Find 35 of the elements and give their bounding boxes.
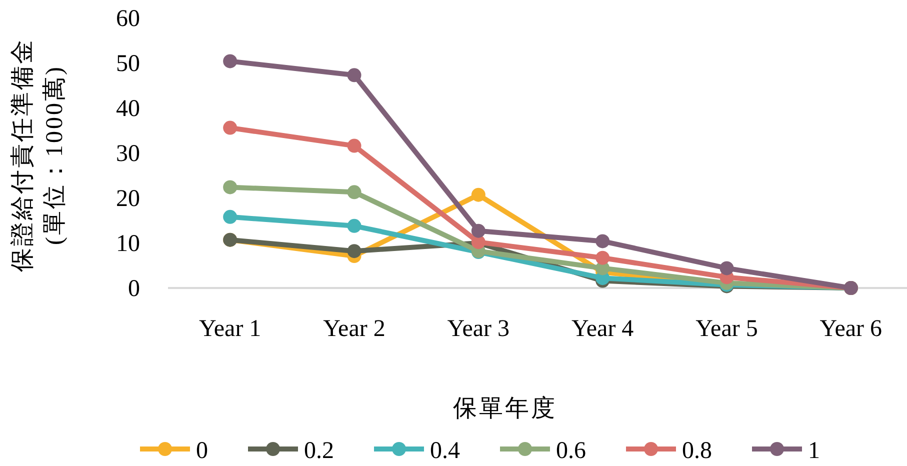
legend-label: 0 bbox=[196, 438, 208, 464]
legend-label: 0.2 bbox=[304, 438, 334, 464]
point bbox=[720, 261, 734, 276]
point bbox=[471, 224, 486, 238]
y-tick-label: 40 bbox=[116, 96, 140, 122]
x-tick-label: Year 3 bbox=[447, 316, 510, 342]
point bbox=[596, 234, 610, 248]
y-tick-label: 60 bbox=[116, 6, 140, 32]
y-tick-label: 20 bbox=[116, 186, 140, 212]
legend-label: 0.6 bbox=[556, 438, 586, 464]
point bbox=[347, 68, 362, 82]
point bbox=[347, 244, 362, 258]
x-tick-label: Year 1 bbox=[198, 316, 262, 342]
point bbox=[223, 180, 238, 194]
y-tick-label: 10 bbox=[116, 231, 140, 257]
x-tick-label: Year 6 bbox=[820, 316, 882, 342]
x-axis-title: 保單年度 bbox=[453, 395, 557, 422]
legend-label: 0.4 bbox=[430, 438, 460, 464]
x-tick-label: Year 2 bbox=[323, 316, 386, 342]
point bbox=[223, 210, 238, 224]
point bbox=[471, 188, 486, 202]
x-tick-label: Year 5 bbox=[696, 316, 758, 342]
legend-label: 1 bbox=[808, 438, 820, 464]
y-tick-label: 30 bbox=[116, 141, 140, 167]
point bbox=[223, 54, 238, 68]
point bbox=[347, 185, 362, 200]
point bbox=[596, 250, 610, 265]
legend-label: 0.8 bbox=[682, 438, 712, 464]
point bbox=[223, 120, 238, 135]
point bbox=[347, 218, 362, 233]
y-axis-title: 保證給付責任準備金 (單位：1000萬) bbox=[10, 38, 68, 272]
point bbox=[347, 138, 362, 153]
x-tick-label: Year 4 bbox=[571, 316, 634, 342]
y-tick-label: 50 bbox=[116, 51, 140, 77]
y-tick-label: 0 bbox=[128, 276, 140, 302]
